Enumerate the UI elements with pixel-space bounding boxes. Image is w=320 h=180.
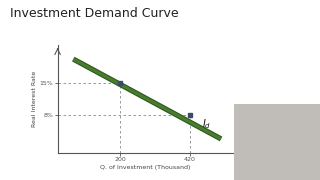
Text: Investment Demand Curve: Investment Demand Curve: [10, 7, 178, 20]
Y-axis label: Real Interest Rate: Real Interest Rate: [32, 71, 37, 127]
Text: $I_d$: $I_d$: [202, 117, 211, 131]
X-axis label: Q. of Investment (Thousand): Q. of Investment (Thousand): [100, 165, 191, 170]
